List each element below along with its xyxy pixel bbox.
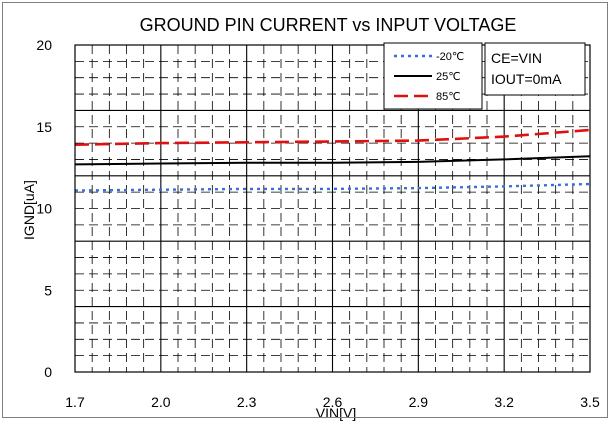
plot-border <box>74 44 591 373</box>
y-tick-label: 15 <box>36 119 52 135</box>
x-tick-label: 2.3 <box>237 394 257 410</box>
x-tick-label: 2.0 <box>151 394 171 410</box>
major-grid <box>75 45 590 372</box>
conditions-box: CE=VIN IOUT=0mA <box>484 42 586 96</box>
x-tick-label: 2.6 <box>323 394 343 410</box>
condition-ce: CE=VIN <box>491 50 542 66</box>
legend-label-85: 85℃ <box>436 91 461 103</box>
x-tick-label: 3.5 <box>580 394 600 410</box>
y-tick-label: 5 <box>44 282 52 298</box>
y-tick-label: 10 <box>36 201 52 217</box>
y-tick-label: 0 <box>44 364 52 380</box>
x-tick-label: 1.7 <box>65 394 85 410</box>
x-axis-label: VIN[V] <box>316 405 356 421</box>
series-line-1 <box>74 155 591 166</box>
x-tick-label: 3.2 <box>494 394 514 410</box>
series-layer <box>74 128 591 192</box>
legend-label-minus20: -20℃ <box>436 51 464 63</box>
condition-iout: IOUT=0mA <box>491 71 562 87</box>
series-line-0 <box>74 182 591 192</box>
tick-labels: 1.7 2.0 2.3 2.6 2.9 3.2 3.5 0 5 10 15 20 <box>36 37 600 410</box>
chart-title: GROUND PIN CURRENT vs INPUT VOLTAGE <box>140 15 517 35</box>
y-tick-label: 20 <box>36 37 52 53</box>
legend-label-25: 25℃ <box>436 71 461 83</box>
legend: -20℃ 25℃ 85℃ <box>383 42 483 110</box>
conditions-frame <box>484 42 586 96</box>
x-tick-label: 2.9 <box>409 394 429 410</box>
series-line-2 <box>74 128 591 146</box>
y-axis-label: IGND[uA] <box>21 180 37 240</box>
